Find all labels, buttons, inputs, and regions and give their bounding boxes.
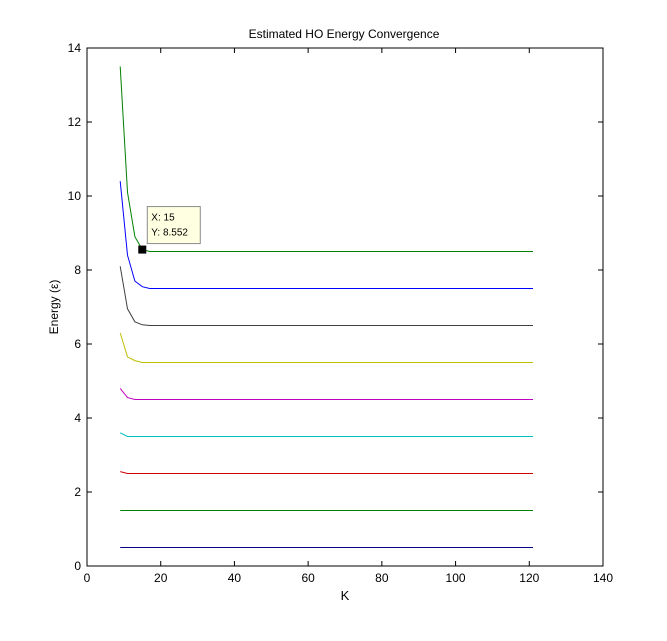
series-line-9: [119, 66, 533, 252]
datatip-box: [146, 206, 201, 245]
series-line-7: [119, 266, 533, 326]
series-layer: [119, 66, 533, 548]
datatip-marker[interactable]: [138, 245, 147, 254]
x-tick-label: 0: [84, 571, 91, 585]
x-tick-label: 80: [375, 571, 389, 585]
series-line-3: [120, 471, 533, 474]
y-tick-label: 4: [74, 411, 81, 425]
y-tick-label: 14: [68, 41, 82, 55]
plot-area[interactable]: [86, 47, 604, 567]
x-tick-label: 140: [593, 571, 613, 585]
x-tick-label: 120: [519, 571, 539, 585]
y-tick-label: 2: [74, 485, 81, 499]
x-tick-label: 40: [228, 571, 242, 585]
datatip-y-label: Y: 8.552: [151, 228, 188, 239]
y-tick-label: 0: [74, 559, 81, 573]
x-tick-label: 100: [446, 571, 466, 585]
series-line-5: [119, 388, 533, 400]
series-line-4: [119, 432, 533, 437]
chart-title: Estimated HO Energy Convergence: [249, 27, 440, 41]
ticks-layer: 0 20 40 60 80 100 120 140 0 2 4 6 8 10 12 14: [68, 41, 614, 585]
y-axis-label: Energy (ε): [47, 280, 61, 335]
y-tick-label: 10: [68, 189, 82, 203]
datatip[interactable]: X: 15 Y: 8.552: [138, 206, 201, 254]
y-tick-label: 8: [74, 263, 81, 277]
y-tick-label: 12: [68, 115, 82, 129]
datatip-x-label: X: 15: [151, 213, 175, 224]
series-line-6: [119, 332, 533, 363]
x-tick-label: 60: [301, 571, 315, 585]
y-tick-label: 6: [74, 337, 81, 351]
x-axis-label: K: [341, 588, 350, 603]
x-tick-label: 20: [154, 571, 168, 585]
series-line-8: [119, 181, 533, 289]
